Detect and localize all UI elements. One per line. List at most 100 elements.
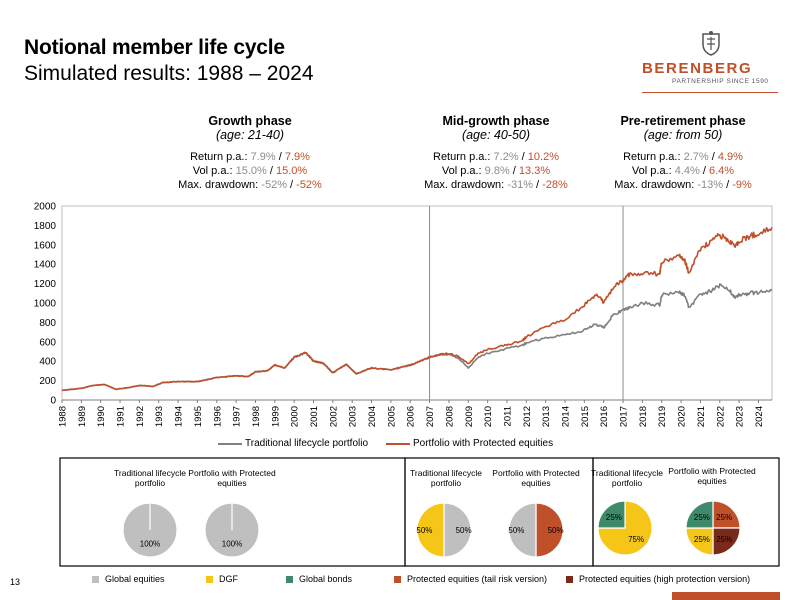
vol-prot: 13.3%	[518, 165, 551, 177]
pie-slice	[712, 500, 741, 529]
sep: /	[532, 179, 543, 191]
pie-slice-label: 100%	[222, 540, 242, 549]
pie-slice-label: 50%	[548, 526, 564, 535]
x-tick-label: 2002	[328, 406, 339, 427]
phase-age: (age: 40-50)	[461, 128, 531, 142]
x-tick-label: 2010	[483, 406, 494, 427]
performance-line-chart: 0 200 400 600 800 1000 1200 1400 1600 1800 2000 198…	[34, 202, 773, 427]
y-tick-label: 1000	[34, 299, 57, 310]
x-tick-label: 2000	[290, 406, 301, 427]
y-tick-label: 1800	[34, 221, 57, 232]
vol-label: Vol p.a.:	[631, 165, 675, 177]
page-number: 13	[10, 577, 21, 587]
x-tick-label: 2019	[657, 406, 668, 427]
vol-label: Vol p.a.:	[192, 165, 236, 177]
return-trad: 2.7%	[683, 151, 709, 163]
brand-tagline: PARTNERSHIP SINCE 1590	[672, 78, 769, 85]
x-tick-label: 2012	[522, 406, 533, 427]
brand-logo-text: BERENBERG	[642, 60, 753, 77]
plot-frame	[61, 205, 773, 401]
vol-trad: 15.0%	[235, 165, 267, 177]
legend-label: Protected equities (high protection vers…	[579, 574, 751, 584]
legend-traditional: Traditional lifecycle portfolio	[218, 438, 368, 449]
pie-slice-label: 25%	[716, 513, 732, 522]
legend-global-equities: Global equities	[92, 574, 165, 584]
phase-age: (age: 21-40)	[215, 128, 285, 142]
pie-slice-label: 25%	[694, 535, 710, 544]
allocation-pies: 100% 100% 50% 50% 50% 50% 75% 25% 25% 25% 25% 25%	[59, 457, 780, 567]
sep: /	[509, 165, 519, 177]
sep: /	[266, 165, 276, 177]
return-label: Return p.a.:	[190, 151, 251, 163]
x-tick-label: 2024	[754, 406, 765, 427]
pie-slice	[685, 527, 714, 556]
dd-prot: -52%	[296, 179, 322, 191]
legend-label: DGF	[219, 574, 238, 584]
pie-slice	[416, 502, 445, 558]
legend-swatch	[394, 575, 401, 583]
x-tick-label: 2023	[735, 406, 746, 427]
pie-slice-label: 75%	[628, 535, 644, 544]
x-tick-label: 1999	[270, 406, 281, 427]
legend-protected: Portfolio with Protected equities	[386, 438, 553, 449]
x-tick-label: 2018	[638, 406, 649, 427]
x-tick-label: 2004	[367, 406, 378, 427]
x-tick-label: 2011	[502, 406, 513, 426]
x-tick-label: 2014	[560, 406, 571, 427]
y-tick-label: 1400	[34, 260, 57, 271]
x-tick-label: 2021	[696, 406, 707, 427]
y-tick-label: 1600	[34, 240, 57, 251]
y-tick-label: 2000	[34, 202, 57, 213]
pie-slice	[597, 500, 626, 529]
pie-title: Traditional lifecycle portfolio	[410, 468, 482, 488]
legend-label: Global bonds	[299, 574, 353, 584]
phase-pre-retirement: Pre-retirement phase (age: from 50) Retu…	[568, 114, 798, 192]
x-tick-label: 2008	[444, 406, 455, 427]
legend-swatch	[286, 575, 293, 583]
return-trad: 7.9%	[250, 151, 276, 163]
vol-label: Vol p.a.:	[441, 165, 485, 177]
pie-slice-label: 25%	[716, 535, 732, 544]
pie-title: Portfolio with Protected equities	[188, 468, 276, 488]
dd-prot: -9%	[732, 179, 752, 191]
return-prot: 4.9%	[717, 151, 743, 163]
pie-slice-label: 50%	[508, 526, 524, 535]
y-tick-label: 0	[50, 396, 56, 407]
pie-slice	[535, 502, 564, 558]
pie-title: Traditional lifecycle portfolio	[114, 468, 186, 488]
return-label: Return p.a.:	[433, 151, 494, 163]
x-tick-label: 2001	[309, 406, 320, 427]
y-tick-label: 1200	[34, 279, 57, 290]
dd-prot: -28%	[542, 179, 568, 191]
dd-label: Max. drawdown:	[614, 179, 698, 191]
legend-line-swatch	[218, 442, 242, 445]
pie-title: Portfolio with Protected equities	[492, 468, 580, 488]
pie-slice-label: 50%	[416, 526, 432, 535]
vol-trad: 9.8%	[484, 165, 510, 177]
phase-title: Growth phase	[208, 114, 292, 128]
dd-trad: -31%	[507, 179, 533, 191]
sep: /	[699, 165, 709, 177]
pie-title: Portfolio with Protected equities	[668, 466, 756, 486]
x-tick-label: 1992	[135, 406, 146, 427]
legend-global-bonds: Global bonds	[286, 574, 352, 584]
x-tick-label: 1998	[251, 406, 262, 427]
page-subtitle: Simulated results: 1988 – 2024	[24, 62, 314, 85]
x-tick-label: 2015	[580, 406, 591, 427]
return-prot: 7.9%	[284, 151, 310, 163]
phase-age: (age: from 50)	[643, 128, 723, 142]
legend-line-swatch	[386, 442, 410, 445]
legend-swatch	[206, 575, 213, 583]
series-line	[61, 226, 773, 392]
brand-underline	[642, 92, 778, 93]
pie-slice-label: 25%	[694, 513, 710, 522]
x-tick-label: 2016	[599, 406, 610, 427]
legend-protected-high: Protected equities (high protection vers…	[566, 574, 750, 584]
sep: /	[723, 179, 733, 191]
legend-label: Protected equities (tail risk version)	[407, 574, 548, 584]
y-tick-label: 400	[39, 357, 56, 368]
x-tick-label: 2009	[464, 406, 475, 427]
x-tick-label: 2017	[619, 406, 630, 427]
legend-swatch	[92, 575, 99, 583]
x-tick-label: 1991	[116, 406, 127, 427]
